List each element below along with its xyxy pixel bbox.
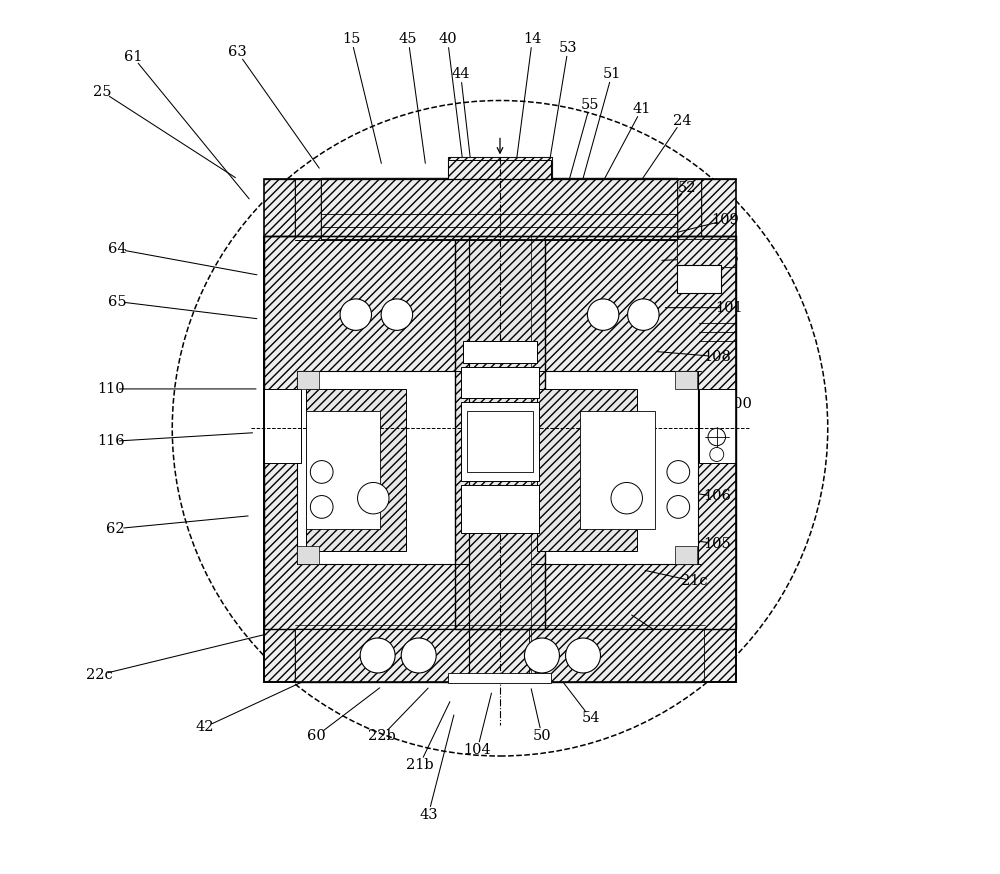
Text: 62: 62	[106, 522, 125, 536]
Bar	[528, 371, 698, 564]
Text: 42: 42	[195, 720, 214, 734]
Circle shape	[401, 638, 436, 673]
Text: 52: 52	[678, 181, 696, 195]
Circle shape	[566, 638, 601, 673]
Bar	[463, 341, 537, 363]
Bar	[580, 411, 655, 529]
Text: 116: 116	[97, 434, 125, 448]
Text: 51: 51	[603, 67, 621, 81]
Text: 21c: 21c	[681, 574, 707, 588]
Text: 109: 109	[712, 213, 739, 227]
Bar	[306, 389, 406, 551]
Text: 44: 44	[451, 67, 470, 81]
Bar	[675, 546, 697, 564]
Text: 43: 43	[419, 808, 438, 822]
Text: 41: 41	[632, 102, 651, 116]
Bar	[295, 629, 469, 682]
Circle shape	[360, 638, 395, 673]
Bar	[455, 175, 545, 629]
Bar	[677, 239, 736, 267]
Text: 45: 45	[399, 32, 417, 46]
Text: 104: 104	[463, 743, 491, 757]
Text: 103: 103	[712, 251, 739, 265]
Text: 22c: 22c	[86, 668, 113, 682]
Bar	[537, 389, 637, 551]
Text: 110: 110	[97, 382, 125, 396]
Text: 65: 65	[108, 295, 127, 309]
Text: 106: 106	[703, 489, 731, 503]
Text: 40: 40	[438, 32, 457, 46]
Circle shape	[708, 428, 725, 446]
Text: 50: 50	[533, 729, 551, 743]
Bar	[448, 160, 551, 179]
Bar	[448, 157, 552, 179]
Circle shape	[358, 482, 389, 514]
Bar	[321, 178, 677, 239]
Text: 55: 55	[581, 98, 599, 112]
Bar	[295, 179, 701, 236]
Bar	[295, 179, 701, 236]
Circle shape	[524, 638, 559, 673]
Text: 100: 100	[724, 397, 752, 411]
Text: 107: 107	[703, 446, 731, 460]
Bar	[699, 389, 736, 463]
Bar	[297, 371, 468, 564]
Circle shape	[310, 496, 333, 518]
Text: 105: 105	[703, 537, 731, 551]
Bar	[295, 629, 701, 682]
Text: 53: 53	[559, 41, 577, 55]
Text: 60: 60	[307, 729, 326, 743]
Bar	[297, 371, 319, 389]
Bar	[529, 629, 704, 682]
Circle shape	[667, 461, 690, 483]
Bar	[677, 239, 736, 267]
Text: 101: 101	[715, 301, 743, 315]
Circle shape	[310, 461, 333, 483]
Bar	[461, 485, 539, 533]
Text: 25: 25	[93, 85, 112, 99]
Text: 64: 64	[108, 242, 127, 256]
Bar	[526, 236, 736, 629]
Text: 24: 24	[673, 114, 691, 128]
Circle shape	[381, 299, 413, 330]
Bar	[448, 157, 552, 179]
Bar	[461, 367, 539, 398]
Circle shape	[611, 482, 642, 514]
Bar	[467, 411, 533, 472]
Bar	[461, 402, 539, 481]
Bar	[321, 178, 677, 239]
Text: 102: 102	[659, 635, 687, 649]
Bar	[306, 411, 380, 529]
Bar	[264, 389, 301, 463]
Text: 108: 108	[703, 350, 731, 364]
Circle shape	[710, 447, 724, 461]
Text: 21b: 21b	[406, 758, 433, 772]
Circle shape	[628, 299, 659, 330]
Text: 63: 63	[228, 45, 247, 59]
Bar	[297, 546, 319, 564]
Circle shape	[340, 299, 372, 330]
Text: 54: 54	[582, 711, 600, 725]
Bar	[295, 629, 701, 682]
Bar	[264, 236, 474, 629]
Bar	[448, 673, 551, 683]
Text: 15: 15	[342, 32, 361, 46]
Text: 22b: 22b	[368, 729, 396, 743]
Circle shape	[667, 496, 690, 518]
Bar	[264, 179, 736, 682]
Text: 61: 61	[124, 50, 142, 64]
Text: 14: 14	[523, 32, 542, 46]
Circle shape	[587, 299, 619, 330]
Bar	[675, 371, 697, 389]
Bar	[677, 265, 721, 293]
